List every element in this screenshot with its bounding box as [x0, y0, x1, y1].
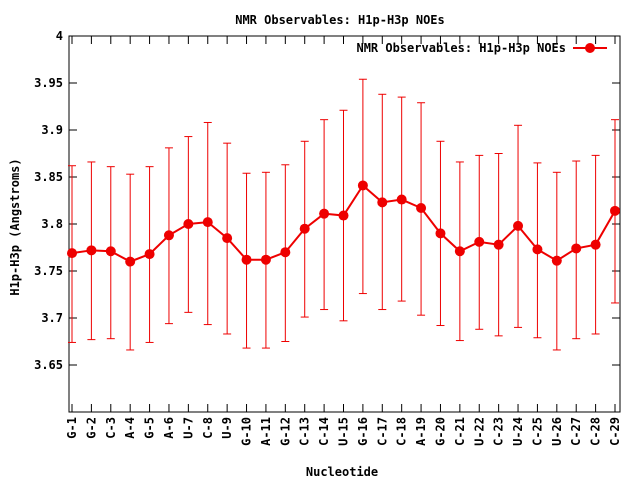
- x-tick-label: A-11: [259, 417, 273, 446]
- chart-title: NMR Observables: H1p-H3p NOEs: [235, 13, 445, 27]
- y-tick-label: 3.65: [34, 358, 63, 372]
- x-tick-label: U-26: [550, 417, 564, 446]
- x-tick-label: C-23: [492, 417, 506, 446]
- x-tick-label: G-12: [278, 417, 292, 446]
- data-point: [125, 256, 136, 267]
- y-tick-label: 4: [56, 29, 63, 43]
- data-point: [493, 239, 504, 250]
- x-tick-label: A-19: [414, 417, 428, 446]
- x-tick-label: C-3: [104, 417, 118, 439]
- data-point: [357, 180, 368, 191]
- x-tick-label: U-7: [181, 417, 195, 439]
- data-point: [67, 248, 77, 259]
- data-point: [183, 219, 194, 229]
- x-tick-label: C-27: [569, 417, 583, 446]
- x-tick-label: C-21: [453, 417, 467, 446]
- x-tick-label: C-8: [201, 417, 215, 439]
- y-axis: 3.65 3.7 3.75 3.8 3.85 3.9 3.95 4: [34, 29, 620, 372]
- x-tick-label: G-10: [240, 417, 254, 446]
- x-tick-label: G-1: [65, 417, 79, 439]
- y-axis-label: H1p-H3p (Angstroms): [8, 158, 22, 295]
- x-tick-label: U-9: [220, 417, 234, 439]
- data-point: [163, 230, 174, 241]
- x-tick-label: C-18: [395, 417, 409, 446]
- y-tick-label: 3.7: [41, 311, 63, 325]
- data-point: [454, 246, 465, 257]
- x-tick-label: C-13: [298, 417, 312, 446]
- data-points: [67, 180, 620, 267]
- data-point: [299, 223, 310, 234]
- data-point: [280, 247, 291, 258]
- x-tick-label: A-4: [123, 417, 137, 439]
- legend-label: NMR Observables: H1p-H3p NOEs: [356, 41, 566, 55]
- x-tick-label: G-5: [143, 417, 157, 439]
- x-axis-label: Nucleotide: [306, 465, 378, 479]
- data-point: [435, 228, 446, 239]
- data-point: [513, 220, 524, 231]
- data-point: [86, 245, 97, 256]
- x-tick-label: C-14: [317, 417, 331, 446]
- y-tick-label: 3.85: [34, 170, 63, 184]
- legend-marker-swatch: [585, 43, 595, 53]
- data-point: [474, 236, 485, 247]
- x-tick-label: U-24: [511, 417, 525, 446]
- data-point: [105, 246, 116, 257]
- x-tick-label: C-28: [589, 417, 603, 446]
- data-point: [338, 210, 349, 221]
- legend: NMR Observables: H1p-H3p NOEs: [356, 41, 607, 55]
- data-point: [222, 233, 233, 244]
- data-point: [241, 254, 252, 265]
- y-tick-label: 3.9: [41, 123, 63, 137]
- data-point: [532, 244, 543, 255]
- x-tick-label: G-2: [84, 417, 98, 439]
- data-point: [610, 205, 620, 216]
- data-point: [590, 239, 601, 250]
- data-point: [260, 254, 271, 265]
- data-point: [377, 197, 388, 208]
- data-point: [396, 194, 407, 205]
- x-tick-label: C-25: [530, 417, 544, 446]
- x-axis: G-1 G-2 C-3 A-4 G-5 A-6 U-7 C-8 U-9 G-10 A-11 G-12 C…: [65, 36, 622, 446]
- data-point: [319, 208, 330, 219]
- y-tick-label: 3.95: [34, 76, 63, 90]
- data-point: [571, 243, 582, 254]
- x-tick-label: U-15: [337, 417, 351, 446]
- x-tick-label: C-29: [608, 417, 622, 446]
- data-point: [551, 255, 562, 266]
- data-point: [202, 217, 213, 228]
- x-tick-label: A-6: [162, 417, 176, 439]
- x-tick-label: G-20: [433, 417, 447, 446]
- x-tick-label: U-22: [472, 417, 486, 446]
- data-point: [144, 249, 155, 260]
- data-point: [416, 203, 427, 214]
- y-tick-label: 3.75: [34, 264, 63, 278]
- x-tick-label: G-16: [356, 417, 370, 446]
- x-tick-label: C-17: [375, 417, 389, 446]
- y-tick-label: 3.8: [41, 217, 63, 231]
